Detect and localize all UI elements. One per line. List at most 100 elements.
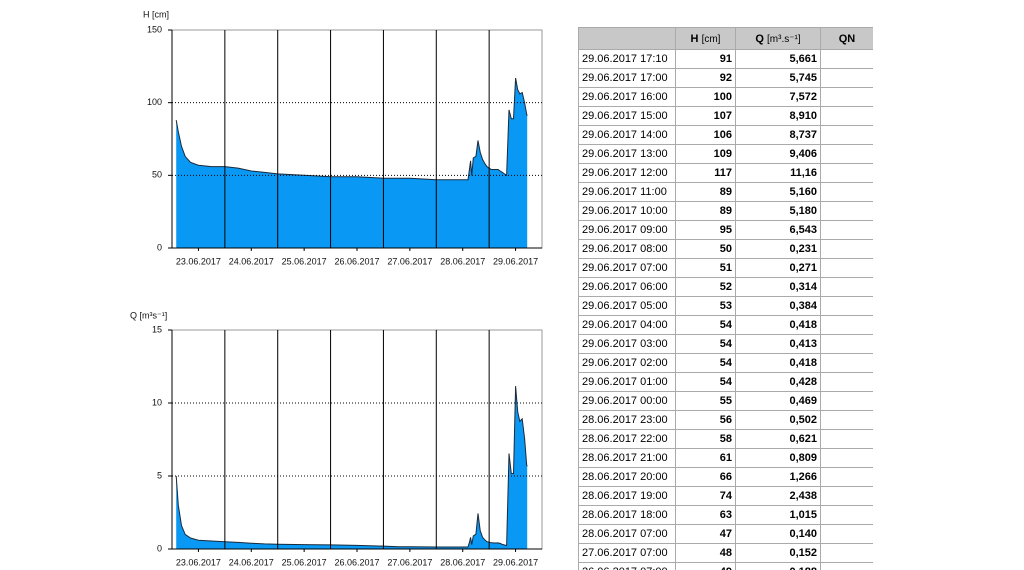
empty-cell	[820, 486, 873, 506]
x-tick-label: 23.06.2017	[176, 557, 221, 567]
value-cell: 109	[675, 144, 736, 164]
table-row: 29.06.2017 02:00 54 0,418	[578, 353, 873, 373]
x-tick-label: 24.06.2017	[229, 557, 274, 567]
empty-cell	[820, 68, 873, 88]
time-cell: 29.06.2017 13:00	[578, 144, 676, 164]
value-cell: 58	[675, 429, 736, 449]
value-cell: 0,621	[735, 429, 821, 449]
value-cell: 63	[675, 505, 736, 525]
header-symbol: H	[690, 32, 699, 45]
x-tick-label: 25.06.2017	[282, 557, 327, 567]
value-cell: 47	[675, 524, 736, 544]
empty-cell	[820, 429, 873, 449]
time-cell: 26.06.2017 07:00	[578, 562, 676, 570]
value-cell: 89	[675, 182, 736, 202]
table-row: 26.06.2017 07:00490,188	[578, 562, 873, 570]
table-panel: H [cm] Q [m³.s⁻¹] QN 29.06.2017 17:10 91 5…	[578, 27, 873, 570]
value-cell: 0,140	[735, 524, 821, 544]
y-tick-label: 0	[157, 543, 162, 553]
value-cell: 95	[675, 220, 736, 240]
value-cell: 7,572	[735, 87, 821, 107]
value-cell: 0,271	[735, 258, 821, 278]
value-cell: 100	[675, 87, 736, 107]
x-tick-label: 24.06.2017	[229, 256, 274, 266]
header-unit: [m³.s⁻¹]	[767, 33, 801, 45]
table-row: 29.06.2017 11:00 89 5,160	[578, 182, 873, 202]
time-cell: 29.06.2017 17:10	[578, 49, 676, 69]
time-cell: 28.06.2017 07:00	[578, 524, 676, 544]
time-cell: 28.06.2017 20:00	[578, 467, 676, 487]
empty-cell	[820, 353, 873, 373]
table-row: 29.06.2017 07:00 51 0,271	[578, 258, 873, 278]
y-tick-label: 150	[147, 24, 162, 34]
empty-cell	[820, 315, 873, 335]
header-symbol: QN	[838, 32, 856, 45]
header-cell: Q [m³.s⁻¹]	[735, 27, 821, 50]
y-tick-label: 100	[147, 97, 162, 107]
value-cell: 54	[675, 372, 736, 392]
x-tick-label: 23.06.2017	[176, 256, 221, 266]
value-cell: 66	[675, 467, 736, 487]
time-cell: 29.06.2017 09:00	[578, 220, 676, 240]
y-tick-label: 10	[152, 397, 162, 407]
y-tick-label: 15	[152, 324, 162, 334]
value-cell: 117	[675, 163, 736, 183]
value-cell: 92	[675, 68, 736, 88]
x-tick-label: 29.06.2017	[493, 256, 538, 266]
value-cell: 54	[675, 353, 736, 373]
value-cell: 5,745	[735, 68, 821, 88]
table-row: 29.06.2017 13:00 109 9,406	[578, 144, 873, 164]
empty-cell	[820, 543, 873, 563]
data-table: H [cm] Q [m³.s⁻¹] QN 29.06.2017 17:10 91 5…	[578, 27, 873, 570]
x-tick-label: 28.06.2017	[440, 557, 485, 567]
time-cell: 29.06.2017 14:00	[578, 125, 676, 145]
value-cell: 2,438	[735, 486, 821, 506]
table-row: 29.06.2017 08:00 50 0,231	[578, 239, 873, 259]
charts: H [cm] 23.06.2017 24.06.2017 25.06.2017 26.0…	[130, 9, 543, 567]
value-cell: 8,910	[735, 106, 821, 126]
table-row: 29.06.2017 10:00 89 5,180	[578, 201, 873, 221]
y-tick-label: 50	[152, 170, 162, 180]
empty-cell	[820, 49, 873, 69]
empty-cell	[820, 220, 873, 240]
time-cell: 28.06.2017 19:00	[578, 486, 676, 506]
value-cell: 9,406	[735, 144, 821, 164]
value-cell: 0,418	[735, 353, 821, 373]
value-cell: 0,502	[735, 410, 821, 430]
empty-cell	[820, 144, 873, 164]
value-cell: 11,16	[735, 163, 821, 183]
empty-cell	[820, 106, 873, 126]
table-row: 29.06.2017 05:00 53 0,384	[578, 296, 873, 316]
time-cell: 29.06.2017 15:00	[578, 106, 676, 126]
empty-cell	[820, 467, 873, 487]
empty-cell	[820, 505, 873, 525]
empty-cell	[820, 391, 873, 411]
value-cell: 0,428	[735, 372, 821, 392]
y-axis-label: H [cm]	[143, 9, 169, 19]
header-row: H [cm] Q [m³.s⁻¹] QN	[578, 27, 873, 50]
table-row: 29.06.2017 14:00 106 8,737	[578, 125, 873, 145]
value-cell: 5,160	[735, 182, 821, 202]
plot-area	[171, 329, 543, 550]
table-row: 29.06.2017 04:00 54 0,418	[578, 315, 873, 335]
empty-cell	[820, 334, 873, 354]
x-tick-label: 25.06.2017	[282, 256, 327, 266]
value-cell: 89	[675, 201, 736, 221]
table-row: 29.06.2017 03:00 54 0,413	[578, 334, 873, 354]
time-cell: 29.06.2017 02:00	[578, 353, 676, 373]
empty-cell	[820, 201, 873, 221]
header-cell	[578, 27, 676, 50]
table-row: 29.06.2017 12:00 117 11,16	[578, 163, 873, 183]
time-cell: 29.06.2017 11:00	[578, 182, 676, 202]
x-tick-label: 27.06.2017	[387, 557, 432, 567]
table-row: 28.06.2017 19:00 74 2,438	[578, 486, 873, 506]
value-cell: 0,469	[735, 391, 821, 411]
value-cell: 0,231	[735, 239, 821, 259]
x-tick-label: 29.06.2017	[493, 557, 538, 567]
time-cell: 29.06.2017 04:00	[578, 315, 676, 335]
time-cell: 29.06.2017 07:00	[578, 258, 676, 278]
value-cell: 0,413	[735, 334, 821, 354]
time-cell: 29.06.2017 05:00	[578, 296, 676, 316]
x-tick-label: 28.06.2017	[440, 256, 485, 266]
table-row: 29.06.2017 17:00 92 5,745	[578, 68, 873, 88]
